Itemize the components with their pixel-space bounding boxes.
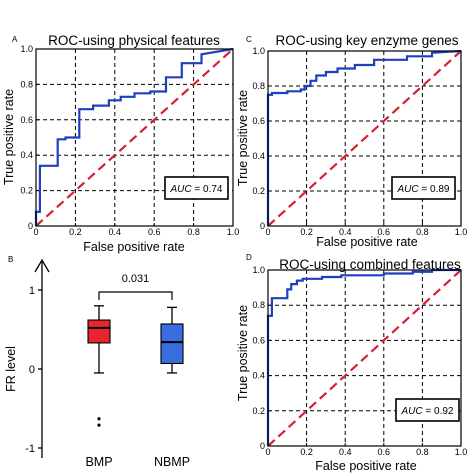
panel-C: C ROC-using key enzyme genes 0 0.2 0.4 0.6 0.8… [236, 33, 467, 249]
auc-value: = 0.92 [423, 406, 454, 417]
chart-title: ROC-using combined features [279, 257, 461, 272]
y-tick-label: 0.2 [20, 186, 33, 196]
x-tick-label: 1.0 [455, 227, 468, 237]
panel-label: D [246, 253, 252, 262]
y-tick-label: 0.4 [252, 151, 265, 161]
x-tick-label: 0.6 [378, 447, 391, 457]
y-axis-label: True positive rate [236, 90, 250, 186]
panel-label: A [12, 35, 18, 44]
x-axis-label: False positive rate [83, 240, 184, 254]
x-tick-label: 0.4 [109, 227, 122, 237]
outlier-point [97, 423, 101, 427]
category-label: NBMP [154, 455, 190, 469]
y-axis-label: True positive rate [2, 89, 16, 185]
auc-label: AUC [397, 184, 420, 195]
x-tick-label: 0.2 [300, 227, 313, 237]
panel-label: B [8, 255, 13, 264]
auc-value: = 0.89 [419, 184, 450, 195]
box-NBMP [160, 323, 184, 365]
y-tick-label: 0.8 [252, 81, 265, 91]
box-BMP [87, 319, 111, 344]
y-tick-label: 0 [260, 441, 265, 451]
y-tick-label: 0.6 [252, 116, 265, 126]
panel-D: D ROC-using combined features 0 0.2 0.4 0.6 0.… [236, 253, 467, 473]
y-tick-label: 0.2 [252, 406, 265, 416]
x-axis-label: False positive rate [315, 459, 416, 473]
plot-frame [35, 48, 234, 227]
roc-curve [266, 49, 462, 226]
y-tick-label: -1 [25, 443, 35, 455]
y-tick-label: 0.8 [20, 79, 33, 89]
x-tick-label: 0.4 [339, 227, 352, 237]
auc-box [391, 176, 456, 200]
y-tick-label: 1 [29, 285, 35, 297]
roc-curve [34, 47, 234, 226]
y-axis-label: FR level [4, 346, 18, 392]
x-tick-label: 0 [265, 447, 270, 457]
y-tick-label: 1.0 [20, 44, 33, 54]
x-tick-label: 0.8 [416, 227, 429, 237]
y-tick-label: 0.6 [252, 335, 265, 345]
x-tick-label: 0.6 [148, 227, 161, 237]
significance-label: 0.031 [122, 273, 150, 285]
plot-frame [267, 50, 462, 227]
chance-line [267, 50, 462, 227]
panel-A: A ROC-using physical features 0 0.2 0.4 0.6 0.… [2, 33, 239, 254]
y-tick-label: 0.6 [20, 115, 33, 125]
outlier-point [97, 417, 101, 421]
y-tick-label: 0.8 [252, 300, 265, 310]
x-tick-label: 0.8 [416, 447, 429, 457]
x-tick-label: 0.6 [378, 227, 391, 237]
significance-bracket [98, 291, 173, 300]
x-tick-label: 0 [265, 227, 270, 237]
y-tick-label: 0 [28, 221, 33, 231]
y-tick-label: 0.2 [252, 186, 265, 196]
auc-label: AUC [170, 184, 193, 195]
chance-line [267, 269, 462, 447]
y-tick-label: 0.4 [20, 150, 33, 160]
chance-line [35, 48, 234, 227]
auc-box [395, 398, 460, 422]
chart-title: ROC-using key enzyme genes [275, 33, 458, 48]
x-tick-label: 1.0 [455, 447, 468, 457]
y-tick-label: 0 [29, 364, 35, 376]
x-tick-label: 0.4 [339, 447, 352, 457]
y-tick-label: 0.4 [252, 371, 265, 381]
x-tick-label: 0.2 [69, 227, 82, 237]
category-label: BMP [85, 455, 112, 469]
chart-title: ROC-using physical features [48, 33, 220, 48]
x-tick-label: 0 [33, 227, 38, 237]
y-tick-label: 0 [260, 221, 265, 231]
auc-annotation: AUC = 0.74 [170, 184, 223, 195]
x-tick-label: 0.8 [187, 227, 200, 237]
x-tick-label: 1.0 [227, 227, 240, 237]
auc-box [164, 176, 229, 200]
auc-annotation: AUC = 0.89 [397, 184, 450, 195]
x-axis-label: False positive rate [316, 235, 417, 249]
y-tick-label: 1.0 [252, 265, 265, 275]
panel-B: B -1 0 1 FR level BMP NBMP 0.031 [4, 255, 190, 469]
y-tick-label: 1.0 [252, 46, 265, 56]
y-axis-arrow [34, 258, 50, 273]
roc-curve [266, 268, 461, 446]
y-axis-label: True positive rate [236, 305, 250, 401]
auc-value: = 0.74 [192, 184, 223, 195]
x-tick-label: 0.2 [300, 447, 313, 457]
panel-label: C [246, 35, 252, 44]
plot-frame [267, 269, 462, 447]
auc-label: AUC [401, 406, 424, 417]
auc-annotation: AUC = 0.92 [401, 406, 454, 417]
